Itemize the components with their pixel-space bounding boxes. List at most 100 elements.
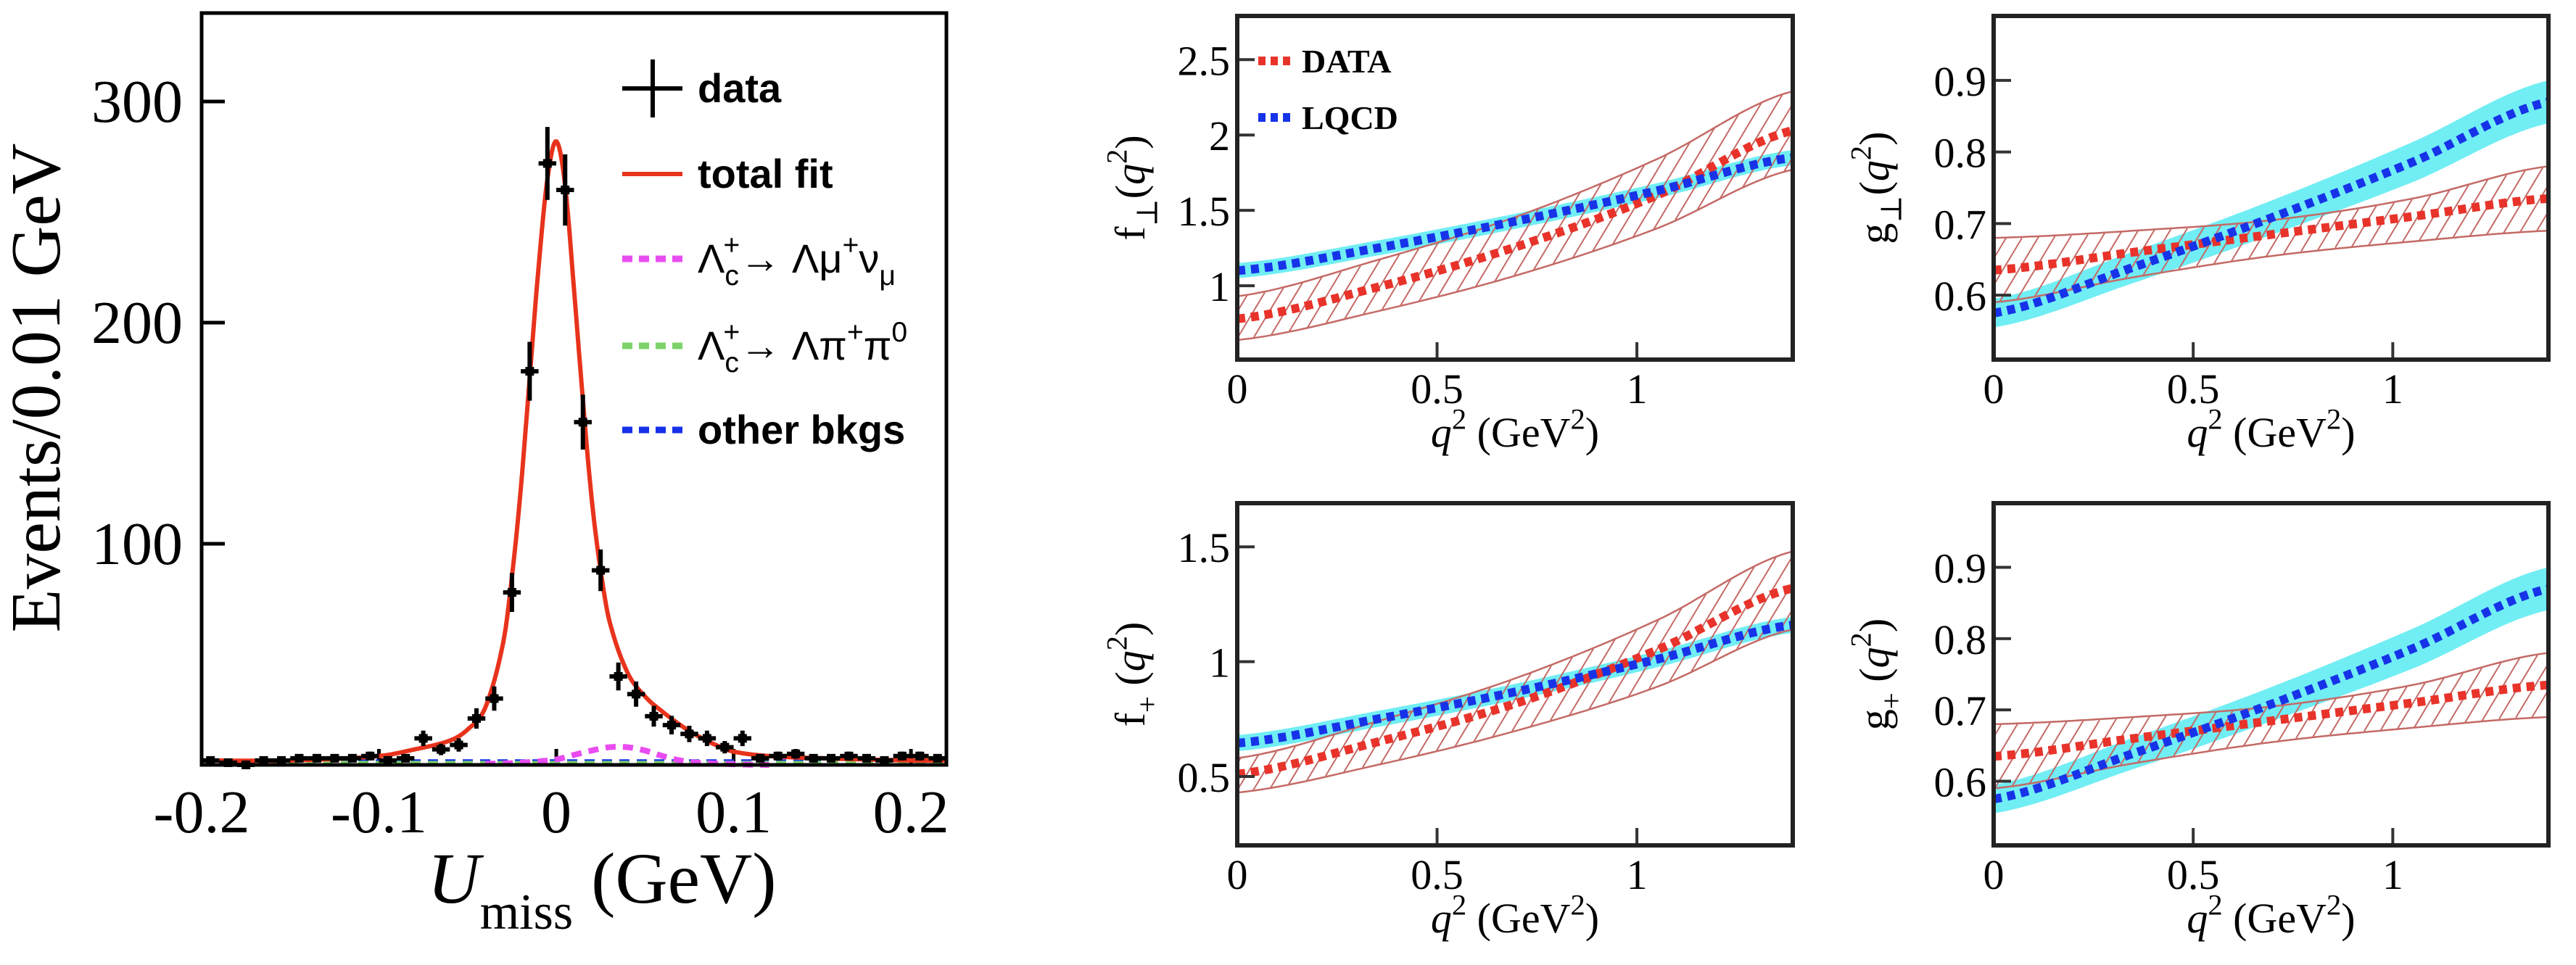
x-axis-title: q2 (GeV2) <box>2187 403 2355 456</box>
hatch-line <box>2503 167 2543 234</box>
label-part: 2 <box>1452 889 1466 921</box>
label-part: ⊥ <box>1875 195 1907 223</box>
hatch-line <box>2453 179 2488 238</box>
label-part: ) <box>1851 618 1898 632</box>
marker <box>915 751 925 761</box>
hatch-line <box>2012 722 2051 786</box>
y-tick-label: 0.7 <box>1934 687 1987 734</box>
marker <box>862 753 871 763</box>
marker <box>383 755 392 765</box>
y-tick-label: 0.6 <box>1934 273 1987 320</box>
y-axis-title: g+ (q2) <box>1845 618 1908 730</box>
marker <box>578 418 587 427</box>
data-point <box>911 751 929 761</box>
legend-label: data <box>698 65 782 111</box>
data-point <box>769 751 787 761</box>
data-point <box>662 716 681 734</box>
marker <box>880 755 889 765</box>
hatch-line <box>1675 114 1739 220</box>
label-part: U <box>427 838 484 919</box>
data-point <box>786 749 805 759</box>
label-part: q <box>1431 895 1452 942</box>
marker <box>666 721 676 730</box>
label-part: ) <box>1107 622 1154 636</box>
y-tick-label: 0.9 <box>1934 58 1987 105</box>
data-central-line <box>1237 126 1794 323</box>
y-tick-label: 0.8 <box>1934 616 1987 663</box>
label-part: data <box>698 65 782 111</box>
marker <box>366 751 375 761</box>
x-tick-label: 1 <box>2382 365 2403 413</box>
marker <box>418 734 428 743</box>
hatch-line <box>1237 755 1259 791</box>
data-point <box>698 730 717 747</box>
x-tick-label: 0.5 <box>2167 365 2220 413</box>
data-point <box>485 686 503 711</box>
data-point <box>822 753 841 763</box>
x-tick-label: 1 <box>2382 851 2403 898</box>
data-point <box>538 127 557 200</box>
label-part: ) <box>1585 895 1599 942</box>
label-part: miss <box>480 885 573 940</box>
label-part: ) <box>1851 131 1898 145</box>
marker <box>401 753 410 763</box>
umiss-distribution-plot: 100 200 300 -0.2 -0.1 0 0.1 0.2 Events/0.01 GeV U… <box>0 11 949 940</box>
hatch-line <box>1271 282 1303 336</box>
hatch-line <box>2071 233 2105 289</box>
label-part: Λ <box>698 323 725 368</box>
data-point <box>591 549 610 592</box>
marker <box>827 753 836 763</box>
lqcd-central-line <box>1237 153 1793 276</box>
band-lower-edge <box>1993 716 2549 790</box>
label-part: g <box>1851 709 1898 730</box>
marker <box>277 755 286 765</box>
label-part: ) <box>1107 135 1154 149</box>
marker <box>437 745 446 754</box>
hatch-line <box>1742 103 1793 188</box>
y-axis-title: g⊥(q2) <box>1845 131 1908 244</box>
label-part: Λ <box>698 236 725 281</box>
legend-label: LQCD <box>1302 99 1398 136</box>
hatch-line <box>2385 199 2413 244</box>
hatch-line <box>2278 703 2302 742</box>
label-part: c <box>724 260 739 291</box>
marker <box>330 753 339 763</box>
data-central-line <box>1993 194 2549 275</box>
data-central-line <box>1993 680 2549 761</box>
band-lower-edge <box>1237 628 1793 794</box>
plot-frame <box>199 11 949 767</box>
label-part: 2 <box>1571 403 1585 436</box>
x-tick-label: -0.1 <box>331 779 427 846</box>
label-part: q <box>1107 650 1154 671</box>
label-part: ) <box>2341 895 2355 942</box>
panel-g-plus: 0.60.70.80.90 0.5 1q2 (GeV2)g+ (q2) <box>1845 501 2551 942</box>
marker <box>773 751 783 761</box>
label-part: total fit <box>698 151 833 196</box>
legend-entry: total fit <box>622 151 833 196</box>
legend-entry: Λc+→ Λπ+π0 <box>622 317 907 378</box>
y-tick-label: 0.5 <box>1178 754 1231 801</box>
data-point <box>326 753 344 763</box>
marker <box>632 689 641 699</box>
hatch-line <box>1553 183 1602 264</box>
label-part: 2 <box>2208 889 2222 921</box>
hatch-line <box>2142 228 2172 276</box>
label-part: (GeV <box>2223 895 2327 942</box>
x-tick-label: 0.5 <box>2167 851 2220 898</box>
data-point <box>272 755 291 765</box>
legend-label: Λc+→ Λμ+νμ <box>698 230 896 291</box>
marker <box>809 753 818 763</box>
x-axis-title: q2 (GeV2) <box>2187 889 2355 942</box>
legend-entry: Λc+→ Λμ+νμ <box>622 230 896 291</box>
hatch-line <box>2196 225 2221 267</box>
band-upper-edge <box>1237 550 1793 759</box>
hatch-line <box>1380 711 1413 764</box>
y-tick-label: 1.5 <box>1178 188 1231 235</box>
label-part: ⊥ <box>1131 199 1163 226</box>
label-part: q <box>1851 160 1898 181</box>
legend-label: total fit <box>698 151 833 196</box>
plot-frame <box>1235 501 1795 848</box>
plot-frame <box>1991 14 2551 362</box>
data-point <box>307 753 326 763</box>
y-tick-label: 1.5 <box>1178 524 1231 571</box>
